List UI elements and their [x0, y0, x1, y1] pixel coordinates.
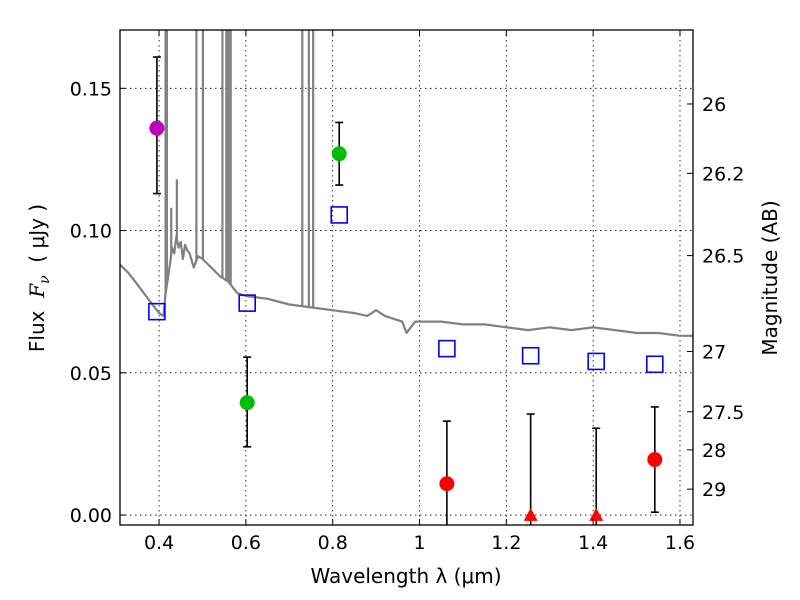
observed-point — [331, 146, 347, 162]
y-label-symbol: F — [25, 283, 49, 299]
axis-ticks: 0.4 0.6 0.8 1 1.2 1.4 1.6 0.00 0.05 0.10 0.15 26 26.… — [70, 30, 744, 554]
y-label-prefix: Flux — [25, 298, 49, 352]
y-label-subscript: ν — [37, 275, 53, 284]
x-tick-label: 1.6 — [665, 532, 695, 554]
magnitude-tick-label: 29 — [702, 479, 726, 501]
model-photometry-square — [148, 302, 166, 321]
observed-point — [439, 476, 455, 492]
magnitude-tick-label: 26.5 — [702, 246, 744, 268]
upper-limit-triangle — [523, 507, 538, 521]
y-tick-label: 0.10 — [70, 221, 112, 243]
y-tick-label: 0.15 — [70, 78, 112, 100]
x-tick-label: 0.6 — [231, 532, 261, 554]
x-axis-title: Wavelength λ (μm) — [310, 564, 501, 588]
magnitude-tick-label: 27 — [702, 341, 726, 363]
model-photometry-square — [438, 339, 456, 358]
plot-frame — [119, 29, 694, 526]
upper-limit-triangle — [589, 507, 604, 521]
spectrum-continuum — [120, 235, 693, 337]
magnitude-tick-label: 26 — [702, 94, 726, 116]
x-tick-label: 1.2 — [491, 532, 521, 554]
y-tick-label: 0.00 — [70, 505, 112, 527]
x-tick-label: 1.4 — [578, 532, 608, 554]
observed-point — [239, 395, 255, 411]
y-tick-label: 0.05 — [70, 363, 112, 385]
left-y-axis-title: Flux Fν ( μJy ) — [25, 204, 53, 352]
y-label-unit: ( μJy ) — [25, 204, 49, 276]
x-tick-label: 0.4 — [144, 532, 174, 554]
x-tick-label: 1 — [413, 532, 425, 554]
magnitude-tick-label: 28 — [702, 440, 726, 462]
model-spectrum — [120, 30, 693, 337]
right-y-axis-title: Magnitude (AB) — [758, 200, 782, 355]
magnitude-tick-label: 26.2 — [702, 163, 744, 185]
model-photometry-square — [521, 346, 540, 365]
x-tick-label: 0.8 — [318, 532, 348, 554]
magnitude-tick-label: 27.5 — [702, 402, 744, 424]
observed-point — [647, 452, 663, 468]
model-photometry-square — [330, 206, 349, 224]
grid — [120, 30, 693, 525]
model-photometry-square — [645, 355, 664, 374]
data-points — [148, 56, 664, 525]
model-photometry-square — [238, 294, 256, 312]
observed-point — [149, 120, 165, 136]
model-photometry-square — [587, 352, 605, 371]
